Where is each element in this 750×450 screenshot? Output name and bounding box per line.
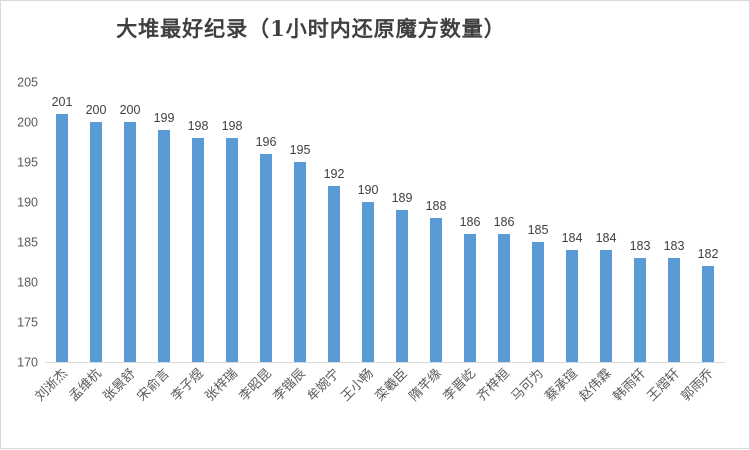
data-label: 190: [358, 183, 379, 197]
x-tick-label: 牟婉宁: [304, 366, 343, 405]
data-label: 184: [562, 231, 583, 245]
x-tick-label: 王小畅: [339, 366, 377, 404]
data-label: 182: [698, 247, 719, 261]
y-tick-label: 195: [17, 156, 38, 170]
bar: [158, 130, 170, 362]
data-label: 183: [630, 239, 651, 253]
x-tick-label: 栾羲臣: [372, 366, 411, 405]
category-labels: 刘淅杰孟维杭张景舒宋俞言李子煜张梓瑞李昭昆李锴辰牟婉宁王小畅栾羲臣隋芊缘李晋屹齐…: [33, 366, 717, 405]
bar: [668, 258, 680, 362]
data-label: 192: [324, 167, 345, 181]
x-tick-label: 赵伟霖: [577, 366, 615, 404]
x-tick-label: 刘淅杰: [33, 366, 71, 404]
bar: [226, 138, 238, 362]
data-label: 184: [596, 231, 617, 245]
x-tick-label: 齐梓桓: [474, 366, 513, 405]
bar: [90, 122, 102, 362]
data-label: 199: [154, 111, 175, 125]
bar: [260, 154, 272, 362]
x-tick-label: 王熠轩: [645, 366, 683, 404]
bar: [362, 202, 374, 362]
y-tick-label: 185: [17, 236, 38, 250]
bar: [702, 266, 714, 362]
data-label: 183: [664, 239, 685, 253]
x-tick-label: 张景舒: [101, 366, 139, 404]
chart-title: 大堆最好纪录（1小时内还原魔方数量）: [116, 16, 506, 41]
data-label: 200: [120, 103, 141, 117]
data-label: 186: [494, 215, 515, 229]
x-tick-label: 李晋屹: [441, 366, 479, 404]
data-label: 188: [426, 199, 447, 213]
y-tick-label: 175: [17, 316, 38, 330]
x-tick-label: 郭雨乔: [678, 366, 717, 405]
x-tick-label: 马可为: [509, 366, 547, 404]
data-label: 189: [392, 191, 413, 205]
data-label: 198: [188, 119, 209, 133]
y-axis: 170 175 180 185 190 195 200 205: [17, 76, 38, 370]
data-label: 198: [222, 119, 243, 133]
bar: [294, 162, 306, 362]
data-label: 186: [460, 215, 481, 229]
bar: [464, 234, 476, 362]
bar: [634, 258, 646, 362]
x-tick-label: 隋芊缘: [406, 366, 445, 405]
x-tick-label: 宋俞言: [134, 366, 173, 405]
y-tick-label: 205: [17, 76, 38, 90]
x-tick-label: 张梓瑞: [203, 366, 241, 404]
data-labels: 201 200 200 199 198 198 196 195 192 190 189 188 186 1…: [52, 95, 719, 261]
y-tick-label: 170: [17, 356, 38, 370]
bar: [600, 250, 612, 362]
x-tick-label: 李昭昆: [237, 366, 275, 404]
y-tick-label: 200: [17, 116, 38, 130]
y-tick-label: 180: [17, 276, 38, 290]
data-label: 196: [256, 135, 277, 149]
x-tick-label: 李子煜: [169, 366, 207, 404]
data-label: 185: [528, 223, 549, 237]
bar: [566, 250, 578, 362]
data-label: 201: [52, 95, 73, 109]
x-tick-label: 蔡承瑄: [543, 366, 581, 404]
bar: [56, 114, 68, 362]
bar: [532, 242, 544, 362]
bars: [56, 114, 714, 362]
x-tick-label: 韩雨轩: [611, 366, 649, 404]
data-label: 200: [86, 103, 107, 117]
bar: [498, 234, 510, 362]
y-tick-label: 190: [17, 196, 38, 210]
x-tick-label: 李锴辰: [271, 366, 309, 404]
bar: [430, 218, 442, 362]
bar: [124, 122, 136, 362]
x-tick-label: 孟维杭: [67, 366, 105, 404]
bar: [192, 138, 204, 362]
bar: [396, 210, 408, 362]
bar: [328, 186, 340, 362]
data-label: 195: [290, 143, 311, 157]
